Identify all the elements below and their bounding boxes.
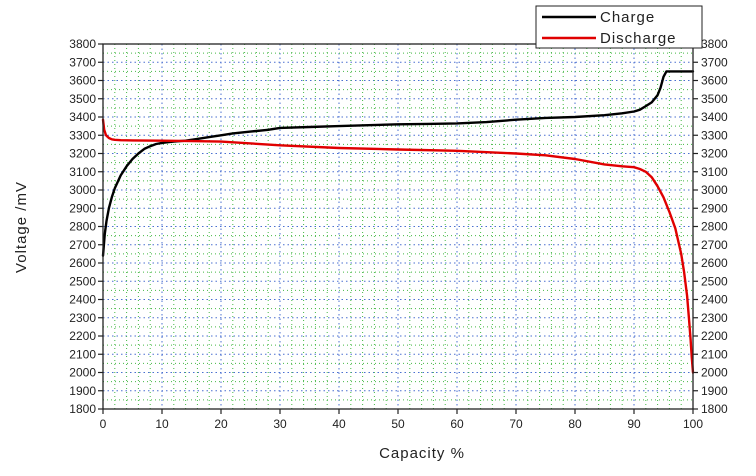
y-tick-label-right: 2100 — [701, 347, 728, 361]
x-tick-label: 50 — [391, 417, 405, 431]
y-tick-label-left: 3300 — [69, 128, 96, 142]
y-tick-label-left: 3600 — [69, 74, 96, 88]
y-tick-label-left: 2100 — [69, 347, 96, 361]
y-tick-label-right: 3300 — [701, 128, 728, 142]
y-tick-label-right: 3000 — [701, 183, 728, 197]
y-tick-label-right: 2300 — [701, 311, 728, 325]
y-tick-label-left: 2200 — [69, 329, 96, 343]
legend: Charge Discharge — [535, 5, 703, 49]
x-tick-label: 80 — [568, 417, 582, 431]
y-tick-label-left: 2600 — [69, 256, 96, 270]
x-tick-label: 0 — [100, 417, 107, 431]
y-tick-label-right: 2400 — [701, 293, 728, 307]
y-tick-label-right: 1900 — [701, 384, 728, 398]
series-line-charge — [101, 70, 695, 257]
x-tick-label: 20 — [214, 417, 228, 431]
y-tick-label-right: 2500 — [701, 274, 728, 288]
y-tick-label-right: 1800 — [701, 402, 728, 416]
grid-layer — [102, 43, 694, 410]
x-tick-label: 70 — [509, 417, 523, 431]
y-tick-label-left: 3800 — [69, 37, 96, 51]
y-tick-label-right: 3800 — [701, 37, 728, 51]
y-tick-label-left: 2000 — [69, 366, 96, 380]
y-tick-label-left: 3000 — [69, 183, 96, 197]
y-tick-label-right: 2200 — [701, 329, 728, 343]
y-tick-label-left: 3100 — [69, 165, 96, 179]
y-tick-label-left: 3200 — [69, 147, 96, 161]
series-line-discharge — [101, 118, 695, 374]
y-tick-label-left: 2300 — [69, 311, 96, 325]
y-tick-label-left: 3500 — [69, 92, 96, 106]
x-tick-label: 90 — [627, 417, 641, 431]
x-tick-label: 30 — [273, 417, 287, 431]
y-tick-label-right: 3100 — [701, 165, 728, 179]
legend-label-charge: Charge — [600, 9, 655, 26]
y-tick-label-left: 2800 — [69, 220, 96, 234]
y-tick-label-right: 2600 — [701, 256, 728, 270]
y-tick-label-right: 3500 — [701, 92, 728, 106]
x-tick-label: 10 — [155, 417, 169, 431]
y-tick-label-left: 1900 — [69, 384, 96, 398]
y-tick-label-right: 3700 — [701, 55, 728, 69]
y-tick-label-right: 2000 — [701, 366, 728, 380]
y-tick-label-left: 3700 — [69, 55, 96, 69]
y-tick-label-left: 2500 — [69, 274, 96, 288]
y-tick-label-right: 2700 — [701, 238, 728, 252]
y-tick-label-left: 2900 — [69, 201, 96, 215]
legend-label-discharge: Discharge — [600, 30, 677, 47]
y-tick-label-left: 3400 — [69, 110, 96, 124]
y-tick-label-right: 3400 — [701, 110, 728, 124]
series-layer — [101, 70, 695, 374]
y-tick-label-right: 3200 — [701, 147, 728, 161]
y-axis-title: Voltage /mV — [13, 181, 30, 273]
legend-box — [535, 5, 703, 49]
x-tick-label: 100 — [683, 417, 703, 431]
y-tick-label-left: 1800 — [69, 402, 96, 416]
y-tick-label-left: 2700 — [69, 238, 96, 252]
y-tick-label-right: 3600 — [701, 74, 728, 88]
x-tick-label: 40 — [332, 417, 346, 431]
x-axis-title: Capacity % — [379, 445, 465, 462]
y-tick-label-right: 2800 — [701, 220, 728, 234]
y-tick-label-right: 2900 — [701, 201, 728, 215]
x-tick-label: 60 — [450, 417, 464, 431]
y-tick-label-left: 2400 — [69, 293, 96, 307]
